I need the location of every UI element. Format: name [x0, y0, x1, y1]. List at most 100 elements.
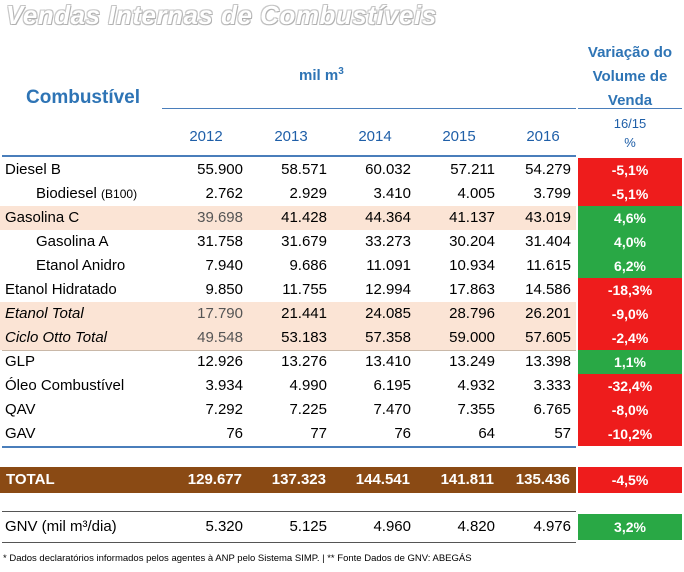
- cell-2014: 6.195: [373, 377, 411, 394]
- cell-2016: 3.799: [533, 185, 571, 202]
- variation-badge: 4,0%: [578, 230, 682, 254]
- cell-2015: 57.211: [450, 161, 495, 178]
- table-row-diesel-b: Diesel B 55.900 58.571 60.032 57.211 54.…: [0, 158, 684, 182]
- cell-2014: 44.364: [365, 209, 411, 226]
- cell-2013: 31.679: [281, 233, 327, 250]
- row-label: TOTAL: [6, 471, 55, 488]
- row-shading: [0, 206, 576, 230]
- cell-2012: 76: [226, 425, 243, 442]
- cell-2014: 3.410: [373, 185, 411, 202]
- variation-badge: 3,2%: [578, 514, 682, 540]
- cell-2016: 43.019: [525, 209, 571, 226]
- cell-2012: 12.926: [197, 353, 243, 370]
- row-label: QAV: [5, 401, 36, 418]
- cell-2013: 137.323: [271, 471, 326, 488]
- variation-badge: -2,4%: [578, 326, 682, 350]
- footnote: * Dados declaratórios informados pelos a…: [3, 553, 472, 564]
- variation-badge: -5,1%: [578, 158, 682, 182]
- cell-2014: 76: [394, 425, 411, 442]
- variation-badge: -4,5%: [578, 467, 682, 493]
- cell-2013: 7.225: [289, 401, 327, 418]
- cell-2016: 3.333: [533, 377, 571, 394]
- cell-2014: 11.091: [366, 257, 411, 274]
- table-row-gasolina-c: Gasolina C 39.698 41.428 44.364 41.137 4…: [0, 206, 684, 230]
- year-2014: 2014: [358, 128, 392, 145]
- table-row-oleo-combustivel: Óleo Combustível 3.934 4.990 6.195 4.932…: [0, 374, 684, 398]
- percent-label: %: [624, 135, 636, 150]
- cell-2016: 54.279: [525, 161, 571, 178]
- cell-2016: 13.398: [525, 353, 571, 370]
- cell-2016: 14.586: [525, 281, 571, 298]
- cell-2016: 31.404: [525, 233, 571, 250]
- cell-2016: 4.976: [533, 518, 571, 535]
- fuel-column-header: Combustível: [26, 87, 141, 108]
- cell-2012: 55.900: [197, 161, 243, 178]
- cell-2016: 26.201: [525, 305, 571, 322]
- cell-2015: 17.863: [449, 281, 495, 298]
- cell-2014: 24.085: [365, 305, 411, 322]
- table-row-total: TOTAL 129.677 137.323 144.541 141.811 13…: [0, 467, 684, 493]
- variation-badge: 6,2%: [578, 254, 682, 278]
- cell-2015: 10.934: [449, 257, 495, 274]
- cell-2012: 31.758: [197, 233, 243, 250]
- row-label: Ciclo Otto Total: [5, 329, 107, 346]
- row-label-text: Biodiesel: [36, 185, 97, 202]
- variation-badge: -10,2%: [578, 422, 682, 446]
- period-header: 16/15 %: [578, 114, 682, 152]
- row-shading: [0, 326, 576, 350]
- row-label: Diesel B: [5, 161, 61, 178]
- cell-2015: 28.796: [449, 305, 495, 322]
- cell-2013: 77: [310, 425, 327, 442]
- cell-2012: 3.934: [205, 377, 243, 394]
- gnv-top-rule: [2, 511, 576, 512]
- table-row-ciclo-otto-total: Ciclo Otto Total 49.548 53.183 57.358 59…: [0, 326, 684, 350]
- cell-2016: 6.765: [533, 401, 571, 418]
- gnv-bottom-rule: [2, 542, 576, 543]
- variation-header-line2: Volume de: [592, 68, 668, 85]
- variation-badge: 4,6%: [578, 206, 682, 230]
- table-row-etanol-anidro: Etanol Anidro 7.940 9.686 11.091 10.934 …: [0, 254, 684, 278]
- row-label: Biodiesel (B100): [36, 182, 137, 206]
- total-bar: [0, 467, 576, 493]
- table-row-gav: GAV 76 77 76 64 57 -10,2%: [0, 422, 684, 446]
- cell-2012: 2.762: [205, 185, 243, 202]
- row-label: Óleo Combustível: [5, 377, 125, 394]
- cell-2013: 21.441: [281, 305, 327, 322]
- cell-2015: 7.355: [457, 401, 495, 418]
- cell-2016: 57: [554, 425, 571, 442]
- table-row-etanol-total: Etanol Total 17.790 21.441 24.085 28.796…: [0, 302, 684, 326]
- cell-2014: 12.994: [365, 281, 411, 298]
- cell-2015: 59.000: [449, 329, 495, 346]
- header-rule: [2, 155, 576, 157]
- cell-2014: 7.470: [373, 401, 411, 418]
- table-row-gnv: GNV (mil m³/dia) 5.320 5.125 4.960 4.820…: [0, 512, 684, 542]
- cell-2014: 4.960: [373, 518, 411, 535]
- cell-2013: 53.183: [281, 329, 327, 346]
- row-label: Gasolina C: [5, 209, 80, 226]
- cell-2015: 13.249: [449, 353, 495, 370]
- cell-2013: 9.686: [289, 257, 327, 274]
- cell-2012: 39.698: [197, 209, 243, 226]
- cell-2013: 11.755: [282, 281, 327, 298]
- row-label: GNV (mil m³/dia): [5, 518, 117, 535]
- table-row-biodiesel: Biodiesel (B100) 2.762 2.929 3.410 4.005…: [0, 182, 684, 206]
- cell-2014: 144.541: [355, 471, 410, 488]
- row-label: Etanol Hidratado: [5, 281, 117, 298]
- row-label-qualifier: (B100): [101, 187, 138, 201]
- cell-2012: 5.320: [205, 518, 243, 535]
- table-row-gasolina-a: Gasolina A 31.758 31.679 33.273 30.204 3…: [0, 230, 684, 254]
- cell-2015: 4.932: [457, 377, 495, 394]
- variation-header-line3: Venda: [607, 92, 653, 109]
- unit-superscript: 3: [338, 66, 344, 77]
- cell-2013: 2.929: [289, 185, 327, 202]
- row-label: Gasolina A: [36, 233, 109, 250]
- cell-2015: 4.005: [457, 185, 495, 202]
- variation-badge: -9,0%: [578, 302, 682, 326]
- row-label: Etanol Anidro: [36, 257, 126, 274]
- period-label: 16/15: [613, 116, 647, 131]
- cell-2012: 49.548: [197, 329, 243, 346]
- cell-2013: 13.276: [281, 353, 327, 370]
- variation-badge: -8,0%: [578, 398, 682, 422]
- variation-header: Variação do Volume de Venda: [578, 41, 682, 113]
- row-label: GLP: [5, 353, 36, 370]
